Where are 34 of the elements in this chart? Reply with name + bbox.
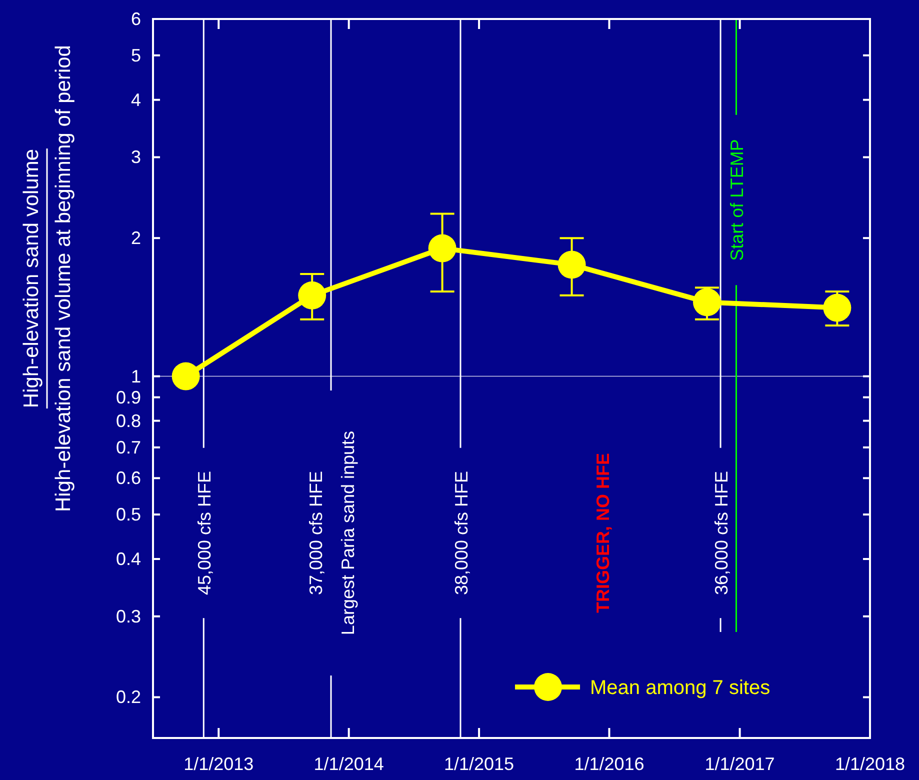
y-tick-label: 0.8 (116, 410, 141, 431)
point (558, 250, 586, 279)
ref-line-label: 38,000 cfs HFE (451, 470, 472, 596)
x-tick-label: 1/1/2018 (834, 754, 906, 774)
x-tick-label: 1/1/2015 (444, 754, 514, 774)
point (692, 288, 721, 316)
y-tick-label: 6 (130, 9, 141, 29)
y-tick-label: 0.3 (116, 606, 141, 626)
point (172, 362, 200, 390)
y-tick-label: 4 (130, 90, 141, 110)
ref-line-label: 45,000 cfs HFE (194, 470, 215, 596)
x-tick-label: 1/1/2014 (314, 754, 384, 774)
point (823, 294, 852, 322)
y-tick-label: 2 (130, 228, 141, 248)
y-tick-label: 0.2 (116, 687, 141, 708)
legend-label: Mean among 7 sites (590, 677, 770, 699)
y-tick-label: 0.5 (116, 504, 141, 524)
x-tick-label: 1/1/2013 (184, 754, 254, 774)
ref-line-label: Start of LTEMP (727, 139, 748, 261)
point (298, 281, 326, 310)
point (428, 234, 456, 262)
x-tick-label: 1/1/2017 (704, 754, 775, 774)
y-axis-title: High-elevation sand volume High-elevation sand volume at beginning of period (20, 45, 75, 512)
y-tick-label: 3 (130, 147, 141, 168)
y-tick-label: 0.4 (116, 548, 141, 569)
y-tick-label: 0.7 (116, 437, 141, 458)
x-tick-label: 1/1/2016 (574, 754, 644, 774)
annotation: TRIGGER, NO HFE (593, 452, 613, 614)
ref-line-label: 36,000 cfs HFE (712, 470, 732, 596)
ref-line-label: 37,000 cfs HFE Largest Paria sand inputs (306, 430, 358, 636)
y-tick-label: 1 (130, 366, 141, 386)
y-tick-label: 5 (130, 45, 141, 66)
y-tick-label: 0.9 (116, 387, 141, 408)
y-tick-label: 0.6 (116, 468, 141, 488)
